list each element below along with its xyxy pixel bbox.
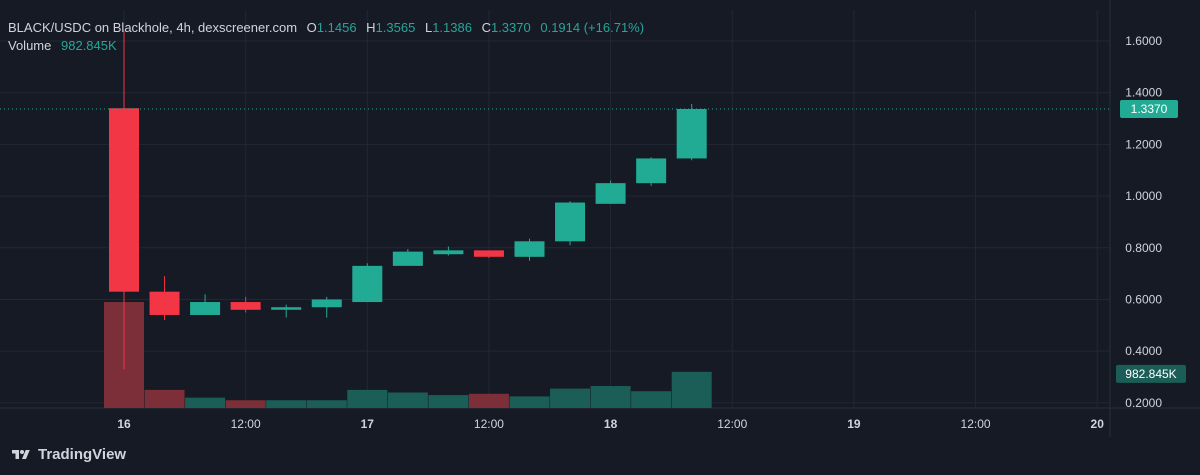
legend-price-row: BLACK/USDC on Blackhole, 4h, dexscreener… (8, 19, 644, 37)
volume-bar-14 (671, 371, 712, 408)
volume-bar-3 (225, 400, 266, 408)
candle-body-6[interactable] (352, 265, 383, 303)
candle-body-9[interactable] (473, 250, 504, 257)
y-tick-label-5: 1.2000 (1125, 137, 1162, 151)
tradingview-label: TradingView (38, 446, 127, 463)
x-tick-label-0: 16 (117, 417, 131, 431)
close-key: C (481, 20, 491, 35)
last-price-label: 1.3370 (1131, 102, 1168, 116)
last-volume-label: 982.845K (1125, 367, 1176, 381)
y-tick-label-2: 0.6000 (1125, 292, 1162, 306)
volume-bar-7 (387, 392, 428, 408)
y-tick-label-3: 0.8000 (1125, 241, 1162, 255)
tradingview-logo-icon (12, 449, 30, 459)
candle-body-0[interactable] (109, 108, 139, 292)
y-tick-label-7: 1.6000 (1125, 34, 1162, 48)
volume-bar-8 (428, 395, 469, 408)
x-tick-label-1: 12:00 (231, 417, 261, 431)
y-tick-label-6: 1.4000 (1125, 86, 1162, 100)
candle-body-2[interactable] (190, 302, 221, 315)
symbol-title: BLACK/USDC on Blackhole, 4h, dexscreener… (8, 20, 298, 35)
x-tick-label-7: 12:00 (961, 417, 991, 431)
chart-legend: BLACK/USDC on Blackhole, 4h, dexscreener… (8, 19, 644, 55)
volume-bar-12 (590, 386, 631, 408)
volume-bar-10 (509, 396, 550, 408)
x-tick-label-2: 17 (361, 417, 375, 431)
candle-body-7[interactable] (392, 251, 423, 266)
legend-volume-row: Volume 982.845K (8, 37, 644, 55)
volume-label: Volume (8, 38, 52, 53)
x-tick-label-5: 12:00 (717, 417, 747, 431)
last-volume-badge (1116, 364, 1186, 383)
candle-body-14[interactable] (676, 108, 707, 159)
y-tick-label-0: 0.2000 (1125, 396, 1162, 410)
candle-body-1[interactable] (149, 291, 180, 315)
x-tick-label-4: 18 (604, 417, 618, 431)
candle-body-10[interactable] (514, 241, 545, 257)
volume-bar-11 (550, 388, 591, 408)
high-value: 1.3565 (375, 20, 416, 35)
candle-body-4[interactable] (271, 307, 302, 310)
volume-bar-1 (144, 389, 185, 408)
candle-body-12[interactable] (595, 183, 626, 204)
volume-bar-5 (306, 400, 347, 408)
close-value: 1.3370 (490, 20, 531, 35)
low-value: 1.1386 (432, 20, 472, 35)
y-tick-label-4: 1.0000 (1125, 189, 1162, 203)
volume-bar-13 (631, 391, 672, 408)
open-value: 1.1456 (316, 20, 357, 35)
low-key: L (424, 20, 433, 35)
candle-body-5[interactable] (311, 299, 342, 308)
candle-body-8[interactable] (433, 250, 464, 255)
high-key: H (366, 20, 376, 35)
volume-bar-2 (185, 397, 226, 408)
x-tick-label-3: 12:00 (474, 417, 504, 431)
volume-bar-6 (347, 389, 388, 408)
y-tick-label-1: 0.4000 (1125, 344, 1162, 358)
volume-bar-9 (468, 393, 509, 408)
last-price-badge (1120, 99, 1178, 118)
candle-body-11[interactable] (555, 202, 586, 242)
candle-body-13[interactable] (636, 158, 667, 184)
x-tick-label-8: 20 (1091, 417, 1105, 431)
volume-value: 982.845K (61, 38, 117, 53)
open-key: O (306, 20, 317, 35)
tradingview-brand[interactable]: TradingView (10, 446, 126, 463)
change-value: 0.1914 (+16.71%) (540, 20, 645, 35)
x-tick-label-6: 19 (847, 417, 861, 431)
candle-body-3[interactable] (230, 302, 261, 310)
volume-bar-4 (266, 400, 307, 408)
